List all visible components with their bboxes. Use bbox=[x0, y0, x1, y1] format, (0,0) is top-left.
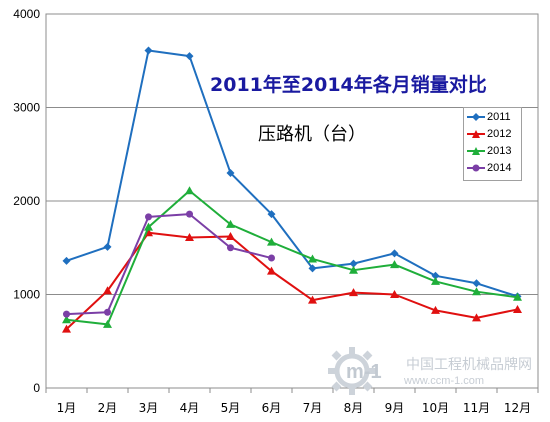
data-point-2012 bbox=[472, 313, 481, 322]
data-point-2013 bbox=[349, 265, 358, 274]
data-point-2012 bbox=[308, 295, 317, 304]
y-tick-label: 2000 bbox=[13, 194, 40, 208]
x-tick-label: 3月 bbox=[139, 401, 159, 415]
x-tick-label: 10月 bbox=[422, 401, 449, 415]
data-point-2012 bbox=[226, 232, 235, 241]
x-tick-label: 9月 bbox=[385, 401, 405, 415]
legend-item-2012: 2012 bbox=[464, 127, 521, 143]
data-point-2012 bbox=[62, 324, 71, 333]
series-line-2011 bbox=[66, 49, 518, 298]
legend-item-2013: 2013 bbox=[464, 144, 521, 160]
data-point-2013 bbox=[144, 222, 153, 231]
data-point-2012 bbox=[185, 232, 194, 241]
data-point-2013 bbox=[267, 237, 276, 246]
data-point-2013 bbox=[390, 260, 399, 269]
chart-subtitle: 压路机（台） bbox=[258, 124, 366, 145]
data-point-2012 bbox=[103, 286, 112, 295]
data-point-2012 bbox=[349, 288, 358, 297]
data-point-2011 bbox=[185, 52, 194, 61]
watermark-url: www.ccm-1.com bbox=[404, 375, 485, 387]
watermark: m-1 中国工程机械品牌网 www.ccm-1.com bbox=[326, 345, 536, 397]
x-tick-label: 5月 bbox=[221, 401, 241, 415]
data-point-2013 bbox=[431, 276, 440, 285]
legend-item-2014: 2014 bbox=[464, 161, 521, 177]
data-point-2014 bbox=[145, 213, 152, 221]
data-point-2012 bbox=[513, 304, 522, 313]
y-tick-label: 4000 bbox=[13, 7, 40, 21]
series-line-2013 bbox=[66, 189, 518, 326]
data-point-2014 bbox=[227, 244, 234, 252]
chart-title: 2011年至2014年各月销量对比 bbox=[210, 74, 487, 96]
data-point-2011 bbox=[390, 249, 399, 258]
legend-label-2014: 2014 bbox=[487, 162, 512, 174]
data-point-2014 bbox=[186, 210, 193, 218]
data-point-2011 bbox=[103, 242, 112, 251]
x-tick-label: 7月 bbox=[303, 401, 323, 415]
legend-label-2011: 2011 bbox=[487, 111, 511, 123]
data-point-2011 bbox=[144, 46, 153, 55]
data-point-2013 bbox=[103, 319, 112, 328]
data-point-2014 bbox=[63, 310, 70, 318]
y-tick-label: 0 bbox=[33, 381, 40, 395]
legend-label-2012: 2012 bbox=[487, 128, 512, 140]
x-tick-label: 4月 bbox=[180, 401, 200, 415]
x-tick-label: 8月 bbox=[344, 401, 364, 415]
legend: 2011 2012 2013 2014 bbox=[463, 107, 522, 181]
data-point-2013 bbox=[185, 186, 194, 195]
data-point-2012 bbox=[390, 290, 399, 298]
data-point-2013 bbox=[226, 219, 235, 228]
data-point-2013 bbox=[308, 254, 317, 263]
watermark-site-name: 中国工程机械品牌网 bbox=[406, 357, 532, 373]
watermark-logo-text: m-1 bbox=[346, 361, 382, 383]
gear-logo-icon: m-1 bbox=[328, 347, 382, 395]
data-point-2011 bbox=[267, 210, 276, 219]
x-tick-label: 12月 bbox=[504, 401, 531, 415]
legend-item-2011: 2011 bbox=[464, 110, 521, 126]
y-tick-label: 3000 bbox=[13, 101, 40, 115]
data-point-2011 bbox=[431, 271, 440, 280]
data-point-2011 bbox=[472, 279, 481, 288]
data-point-2013 bbox=[62, 315, 71, 324]
data-point-2011 bbox=[349, 259, 358, 268]
data-point-2013 bbox=[472, 287, 481, 296]
x-tick-label: 11月 bbox=[463, 401, 490, 415]
data-point-2012 bbox=[267, 266, 276, 275]
data-point-2013 bbox=[513, 292, 522, 301]
data-point-2011 bbox=[226, 168, 235, 177]
data-point-2012 bbox=[431, 305, 440, 314]
series-line-2014 bbox=[66, 213, 272, 316]
x-tick-label: 2月 bbox=[98, 401, 118, 415]
y-tick-label: 1000 bbox=[13, 288, 40, 302]
legend-label-2013: 2013 bbox=[487, 145, 512, 157]
x-tick-label: 6月 bbox=[262, 401, 282, 415]
data-point-2014 bbox=[104, 308, 111, 316]
data-point-2014 bbox=[268, 254, 275, 262]
data-point-2011 bbox=[62, 256, 71, 265]
x-tick-label: 1月 bbox=[57, 401, 77, 415]
data-point-2011 bbox=[308, 264, 317, 273]
